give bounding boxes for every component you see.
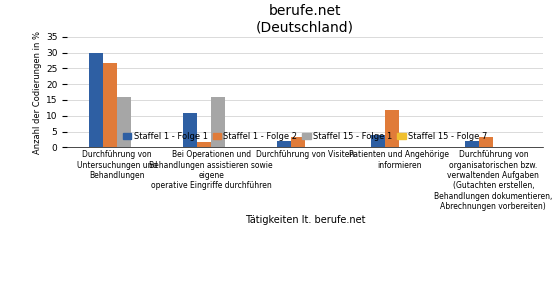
Legend: Staffel 1 - Folge 1, Staffel 1 - Folge 2, Staffel 15 - Folge 1, Staffel 15 - Fol: Staffel 1 - Folge 1, Staffel 1 - Folge 2… bbox=[119, 129, 491, 144]
Bar bbox=[183, 113, 197, 147]
Bar bbox=[211, 97, 225, 147]
Bar bbox=[103, 63, 117, 147]
Bar bbox=[117, 97, 131, 147]
Bar bbox=[465, 141, 479, 147]
Bar bbox=[479, 137, 493, 147]
Bar bbox=[385, 111, 399, 147]
Bar bbox=[197, 142, 211, 147]
Bar bbox=[371, 135, 385, 147]
Bar bbox=[89, 52, 103, 147]
X-axis label: Tätigkeiten lt. berufe.net: Tätigkeiten lt. berufe.net bbox=[245, 215, 366, 225]
Y-axis label: Anzahl der Codierungen in %: Anzahl der Codierungen in % bbox=[33, 31, 42, 154]
Title: berufe.net
(Deutschland): berufe.net (Deutschland) bbox=[256, 4, 354, 34]
Bar bbox=[291, 137, 305, 147]
Bar bbox=[277, 141, 291, 147]
